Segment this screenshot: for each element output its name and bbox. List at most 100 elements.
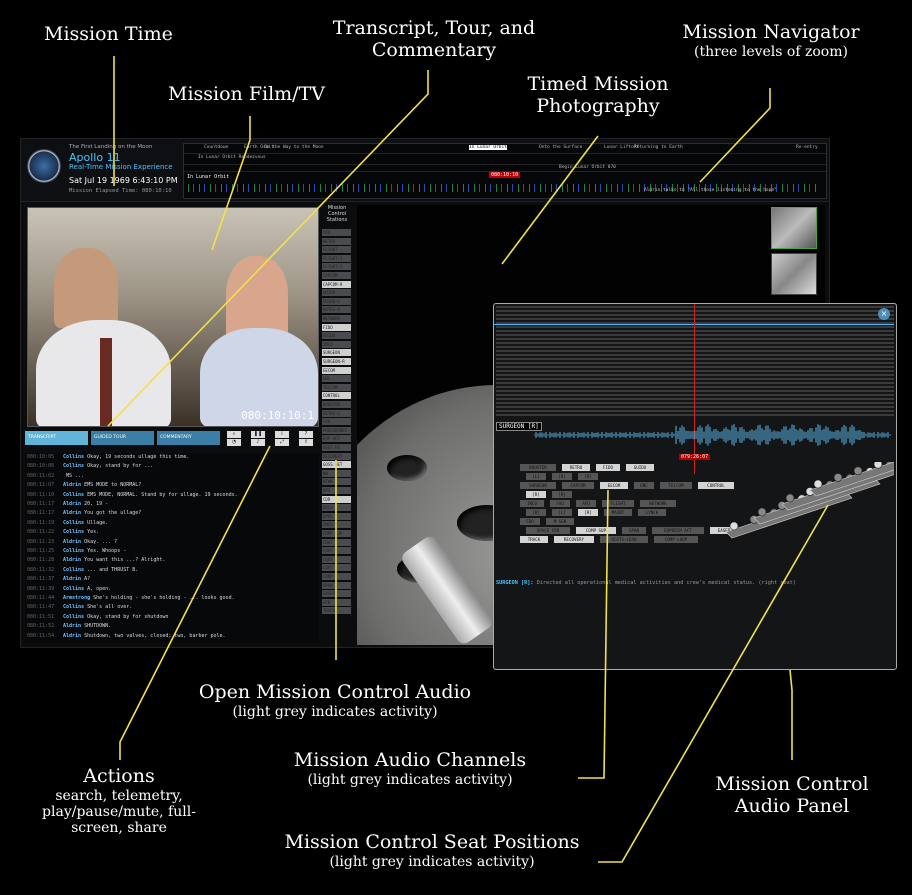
nav-subsegment[interactable]: In Lunar Orbit Rendezvous xyxy=(198,155,266,160)
seat-position[interactable] xyxy=(729,521,739,531)
telemetry-icon[interactable]: ◔ xyxy=(227,439,241,446)
audio-channel-button[interactable]: COMP LOOP xyxy=(654,536,698,543)
station-button[interactable]: AFD xyxy=(322,598,351,606)
station-button[interactable]: ROTES-R xyxy=(322,306,351,314)
station-button[interactable]: FLIGHT xyxy=(322,246,351,254)
info-icon[interactable]: i xyxy=(275,431,289,438)
audio-channel-button[interactable]: EXPERIM ACT xyxy=(652,527,704,534)
station-button[interactable]: GOSS NET xyxy=(322,461,351,469)
station-button[interactable]: CAPCOM xyxy=(322,272,351,279)
seat-position[interactable] xyxy=(873,462,883,469)
audio-channel-button[interactable]: SURGEON xyxy=(520,482,556,489)
audio-channel-button[interactable]: RECOVERY xyxy=(554,536,594,543)
audio-channel-button[interactable]: FLIGHT xyxy=(602,500,634,507)
transcript-row[interactable]: 080:11:28 Aldrin You want this ...? Alrig… xyxy=(25,556,319,565)
pause-icon[interactable]: ❚❚ xyxy=(251,431,265,438)
station-button[interactable]: COMP SUP xyxy=(322,530,351,537)
seat-position[interactable] xyxy=(785,493,795,503)
station-button[interactable]: TRACK xyxy=(322,607,351,615)
station-button[interactable]: COAT xyxy=(322,547,351,555)
audio-channel-button[interactable]: FIDO xyxy=(596,464,620,471)
transcript-row[interactable]: 080:11:32 Collins ... and THRUST B. xyxy=(25,566,319,575)
station-button[interactable]: EASEP xyxy=(322,590,351,598)
audio-channel-button[interactable]: SPACE CRR xyxy=(526,527,570,534)
station-button[interactable]: SURGEON-R xyxy=(322,358,351,365)
audio-channel-button[interactable]: RETRO xyxy=(562,464,590,471)
station-button[interactable]: EECOM xyxy=(322,366,351,374)
station-button[interactable]: RECOVERY xyxy=(322,452,351,460)
tab-transcript[interactable]: TRANSCRIPT xyxy=(25,431,88,445)
mission-navigator[interactable]: Countdown Earth Orbit On the Way to the … xyxy=(183,143,827,199)
audio-channel-activity-grid[interactable] xyxy=(496,306,894,416)
seat-position[interactable] xyxy=(833,473,843,482)
transcript-list[interactable]: 080:10:05 Collins Okay, 19 seconds ullage… xyxy=(25,453,319,643)
photo-thumbnail-active[interactable] xyxy=(771,207,817,249)
audio-waveform[interactable] xyxy=(534,424,892,446)
station-button[interactable]: FAO xyxy=(322,418,351,426)
station-button[interactable]: DOCS xyxy=(322,504,351,512)
audio-channel-button[interactable]: [R] xyxy=(578,473,598,480)
audio-channel-button[interactable]: LYNCH xyxy=(638,509,666,516)
station-button[interactable]: FDO xyxy=(322,229,351,236)
audio-channel-button[interactable]: TELCOM xyxy=(660,482,692,489)
station-button[interactable]: FLIGHT-1 xyxy=(322,254,351,262)
station-button[interactable]: INCO xyxy=(322,340,351,348)
audio-channel-button[interactable]: MAINT xyxy=(604,509,632,516)
transcript-row[interactable]: 080:11:52 Aldrin SHUTDOWN. xyxy=(25,622,319,631)
photo-thumbnail[interactable] xyxy=(771,253,817,295)
audio-channel-button[interactable]: FDO xyxy=(520,518,540,525)
station-button[interactable]: FLIGHT-2 xyxy=(322,263,351,271)
audio-channel-button[interactable]: GNC xyxy=(634,482,654,489)
fullscreen-icon[interactable]: ⤢ xyxy=(275,439,289,446)
nav-segment[interactable]: Re-entry xyxy=(796,145,818,150)
transcript-row[interactable]: 080:11:17 Aldrin You got the ullage? xyxy=(25,509,319,518)
station-button[interactable]: COAT xyxy=(322,555,351,563)
transcript-row[interactable]: 080:11:39 Collins A, open. xyxy=(25,585,319,594)
transcript-row[interactable]: 080:11:47 Collins She's all over. xyxy=(25,603,319,612)
station-button[interactable]: NW xyxy=(322,469,351,477)
mission-control-seat-positions[interactable] xyxy=(716,462,894,562)
audio-channel-button[interactable]: FAO xyxy=(550,500,570,507)
station-button[interactable]: RETRO xyxy=(322,237,351,245)
station-button[interactable]: COMP xyxy=(322,573,351,580)
audio-channel-button[interactable]: [L] xyxy=(526,473,546,480)
nav-segment[interactable]: Onto the Surface xyxy=(539,145,583,150)
station-button[interactable]: GUIDO xyxy=(322,332,351,340)
transcript-row[interactable]: 080:11:10 Collins EMS MODE, NORMAL. Stand… xyxy=(25,491,319,500)
audio-channel-button[interactable]: OCATS-LEAD xyxy=(600,536,648,543)
nav-segment[interactable]: On the Way to the Moon xyxy=(264,145,324,150)
station-button[interactable]: GUIDO-L xyxy=(322,297,351,305)
transcript-row[interactable]: 080:11:37 Aldrin A? xyxy=(25,575,319,584)
station-button[interactable]: NTWK xyxy=(322,478,351,486)
station-button[interactable]: COAT xyxy=(322,564,351,572)
transcript-row[interactable]: 080:11:22 Collins Yes. xyxy=(25,528,319,537)
station-button[interactable]: RETRO-1 xyxy=(322,409,351,417)
audio-channel-button[interactable]: [R] xyxy=(578,509,598,516)
station-button[interactable]: FIDO xyxy=(322,323,351,331)
audio-channel-button[interactable]: CAPCOM xyxy=(562,482,594,489)
nav-segment[interactable]: Lunar Liftoff xyxy=(604,145,640,150)
transcript-row[interactable]: 080:10:06 Collins Okay, stand by for ... xyxy=(25,462,319,471)
nav-segment[interactable]: Returning to Earth xyxy=(634,145,683,150)
audio-channel-button[interactable]: SPAN xyxy=(622,527,646,534)
audio-channel-button[interactable]: [R] xyxy=(552,473,572,480)
station-button[interactable]: GNC xyxy=(322,375,351,383)
audio-channel-button[interactable]: [R] xyxy=(526,509,546,516)
nav-segment-active[interactable]: In Lunar Orbit xyxy=(469,145,507,150)
transcript-row[interactable]: 080:11:51 Collins Okay, stand by for shut… xyxy=(25,613,319,622)
station-button[interactable]: CDR xyxy=(322,495,351,503)
station-button[interactable]: ASST FD xyxy=(322,444,351,451)
audio-channel-button[interactable]: [R] xyxy=(552,491,572,498)
seat-position[interactable] xyxy=(853,466,863,476)
mute-icon[interactable]: ♪ xyxy=(251,439,265,446)
transcript-row[interactable]: 080:11:07 Aldrin EMS MODE to NORMAL? xyxy=(25,481,319,490)
station-button[interactable]: TELCOM xyxy=(322,383,351,391)
audio-channel-button[interactable]: AFD xyxy=(576,500,596,507)
seat-position[interactable] xyxy=(757,507,767,517)
audio-channel-button[interactable]: BOOSTER xyxy=(520,464,556,471)
audio-channel-button[interactable]: EECOM xyxy=(600,482,628,489)
transcript-row[interactable]: 080:11:25 Collins Yes. Whoops - xyxy=(25,547,319,556)
transcript-row[interactable]: 080:11:19 Collins Ullage. xyxy=(25,519,319,528)
transcript-row[interactable]: 080:11:54 Aldrin Shutdown, two valves, cl… xyxy=(25,632,319,641)
search-icon[interactable]: ⌕ xyxy=(227,431,241,438)
